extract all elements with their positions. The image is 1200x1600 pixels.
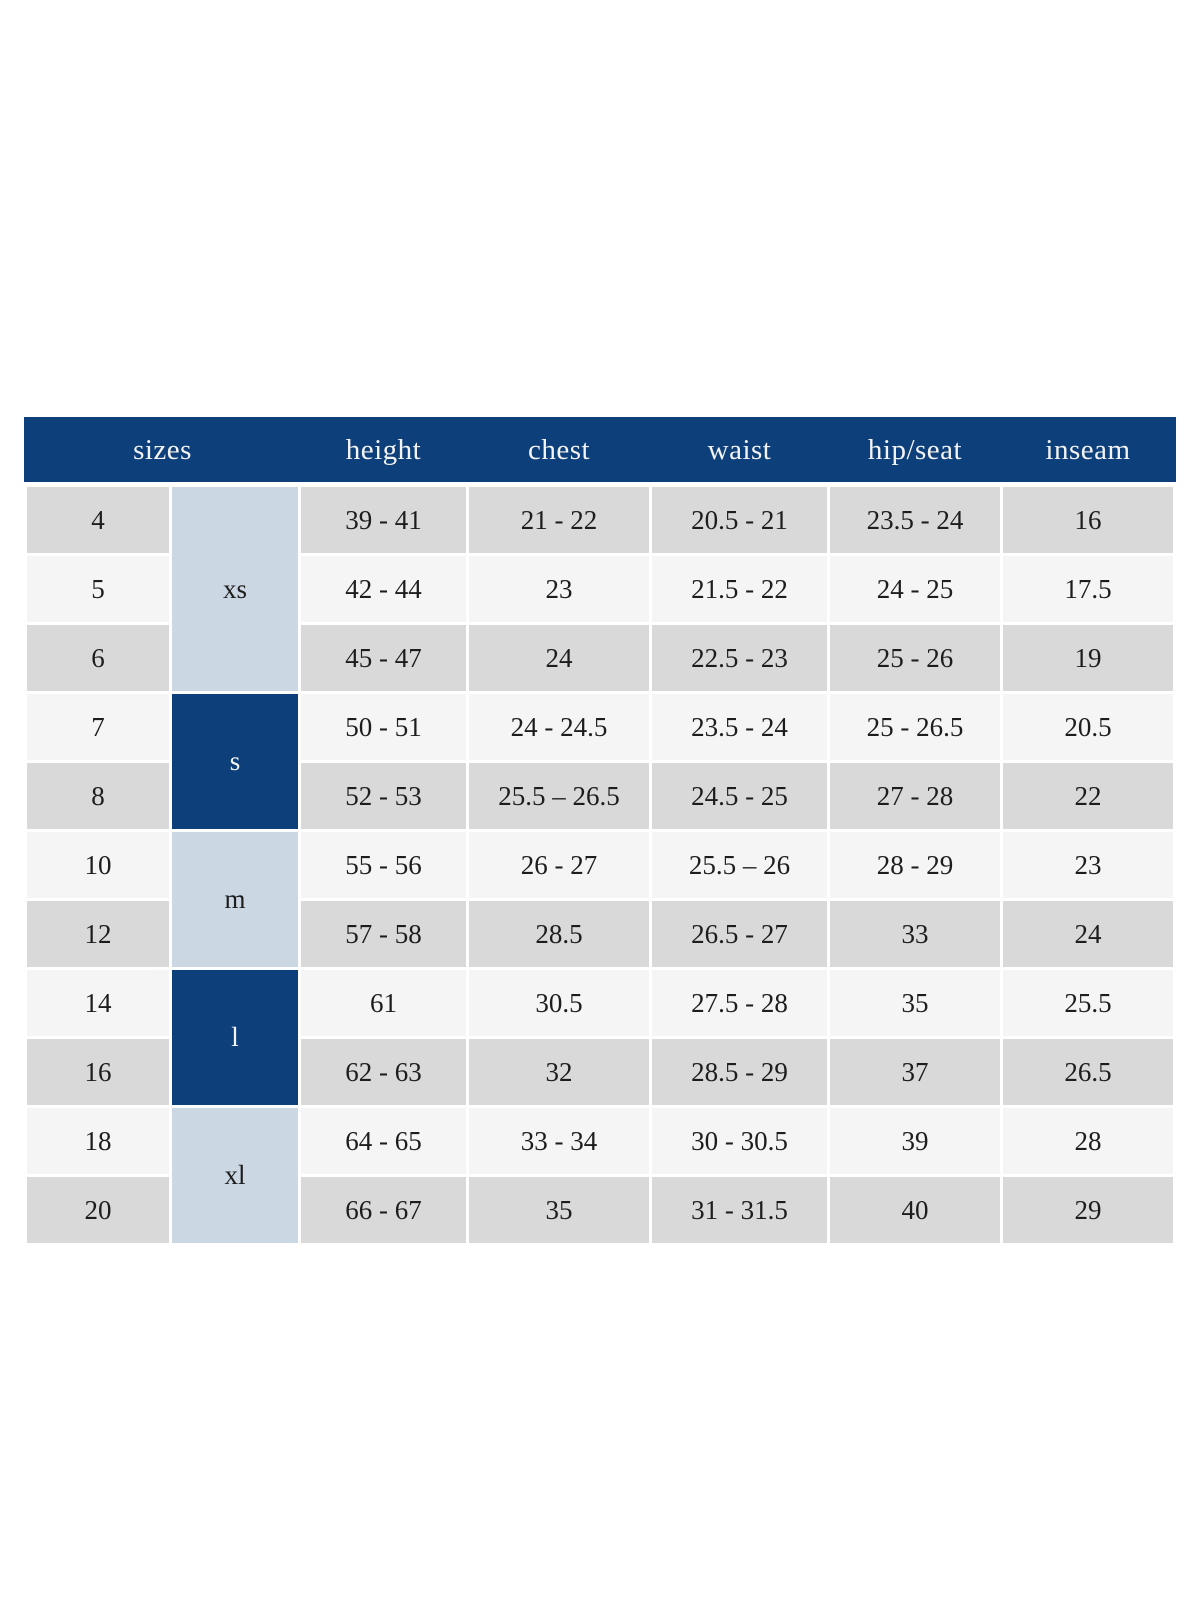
hip-seat-cell: 37 [830,1039,1000,1105]
size-cell: 18 [27,1108,169,1174]
waist-cell: 28.5 - 29 [652,1039,827,1105]
waist-cell: 24.5 - 25 [652,763,827,829]
waist-cell: 27.5 - 28 [652,970,827,1036]
chest-cell: 33 - 34 [469,1108,649,1174]
inseam-cell: 23 [1003,832,1173,898]
inseam-cell: 25.5 [1003,970,1173,1036]
hip-seat-cell: 33 [830,901,1000,967]
size-cell: 14 [27,970,169,1036]
chest-cell: 26 - 27 [469,832,649,898]
height-cell: 39 - 41 [301,487,466,553]
chest-cell: 32 [469,1039,649,1105]
waist-cell: 25.5 – 26 [652,832,827,898]
table-row: 20 66 - 67 35 31 - 31.5 40 29 [27,1177,1173,1243]
chest-cell: 35 [469,1177,649,1243]
size-cell: 12 [27,901,169,967]
inseam-cell: 22 [1003,763,1173,829]
waist-cell: 23.5 - 24 [652,694,827,760]
hip-seat-cell: 35 [830,970,1000,1036]
inseam-cell: 26.5 [1003,1039,1173,1105]
table-row: 4 xs 39 - 41 21 - 22 20.5 - 21 23.5 - 24 16 [27,487,1173,691]
chest-cell: 21 - 22 [469,487,649,553]
height-cell: 64 - 65 [301,1108,466,1174]
size-group-cell: m [172,832,298,967]
table-row: 18 xl 64 - 65 33 - 34 30 - 30.5 39 28 [27,1108,1173,1243]
table-row: 12 57 - 58 28.5 26.5 - 27 33 24 [27,901,1173,967]
size-cell: 16 [27,1039,169,1105]
height-cell: 61 [301,970,466,1036]
waist-cell: 26.5 - 27 [652,901,827,967]
header-cell-sizes: sizes [133,434,192,466]
inseam-cell: 20.5 [1003,694,1173,760]
table-header-row: sizes height chest waist hip/seat inseam [27,417,1173,484]
hip-seat-cell: 39 [830,1108,1000,1174]
height-cell: 42 - 44 [301,556,466,622]
inseam-cell: 28 [1003,1108,1173,1174]
chest-cell: 28.5 [469,901,649,967]
header-band [24,417,1176,482]
size-cell: 8 [27,763,169,829]
table-row: 10 m 55 - 56 26 - 27 25.5 – 26 28 - 29 23 [27,832,1173,967]
hip-seat-cell: 27 - 28 [830,763,1000,829]
waist-cell: 21.5 - 22 [652,556,827,622]
height-cell: 52 - 53 [301,763,466,829]
header-cell-inseam: inseam [1045,434,1131,466]
size-chart-table: sizes height chest waist hip/seat inseam… [24,414,1176,1246]
hip-seat-cell: 25 - 26.5 [830,694,1000,760]
hip-seat-cell: 23.5 - 24 [830,487,1000,553]
chest-cell: 23 [469,556,649,622]
waist-cell: 30 - 30.5 [652,1108,827,1174]
hip-seat-cell: 25 - 26 [830,625,1000,691]
chest-cell: 25.5 – 26.5 [469,763,649,829]
size-group-cell: s [172,694,298,829]
table-row: 7 s 50 - 51 24 - 24.5 23.5 - 24 25 - 26.5 20.5 [27,694,1173,829]
hip-seat-cell: 28 - 29 [830,832,1000,898]
size-group-cell: xl [172,1108,298,1243]
size-cell: 7 [27,694,169,760]
height-cell: 62 - 63 [301,1039,466,1105]
chest-cell: 24 [469,625,649,691]
inseam-cell: 16 [1003,487,1173,553]
header-cell-chest: chest [527,434,591,466]
waist-cell: 22.5 - 23 [652,625,827,691]
table-row: 8 52 - 53 25.5 – 26.5 24.5 - 25 27 - 28 22 [27,763,1173,829]
inseam-cell: 24 [1003,901,1173,967]
chest-cell: 24 - 24.5 [469,694,649,760]
size-cell: 4 [27,487,169,553]
table-row: 6 45 - 47 24 22.5 - 23 25 - 26 19 [27,625,1173,691]
waist-cell: 20.5 - 21 [652,487,827,553]
header-cell-hip-seat: hip/seat [867,434,963,466]
header-cell-waist: waist [707,434,772,466]
table-row: 14 l 61 30.5 27.5 - 28 35 25.5 [27,970,1173,1105]
size-cell: 10 [27,832,169,898]
size-cell: 6 [27,625,169,691]
waist-cell: 31 - 31.5 [652,1177,827,1243]
inseam-cell: 29 [1003,1177,1173,1243]
header-cell-height: height [345,434,422,466]
height-cell: 50 - 51 [301,694,466,760]
chest-cell: 30.5 [469,970,649,1036]
height-cell: 45 - 47 [301,625,466,691]
table-row: 5 42 - 44 23 21.5 - 22 24 - 25 17.5 [27,556,1173,622]
inseam-cell: 17.5 [1003,556,1173,622]
size-chart: sizes height chest waist hip/seat inseam… [24,414,1176,1246]
inseam-cell: 19 [1003,625,1173,691]
size-group-cell: l [172,970,298,1105]
height-cell: 57 - 58 [301,901,466,967]
hip-seat-cell: 24 - 25 [830,556,1000,622]
height-cell: 66 - 67 [301,1177,466,1243]
size-group-cell: xs [172,487,298,691]
size-cell: 20 [27,1177,169,1243]
height-cell: 55 - 56 [301,832,466,898]
hip-seat-cell: 40 [830,1177,1000,1243]
table-row: 16 62 - 63 32 28.5 - 29 37 26.5 [27,1039,1173,1105]
size-cell: 5 [27,556,169,622]
